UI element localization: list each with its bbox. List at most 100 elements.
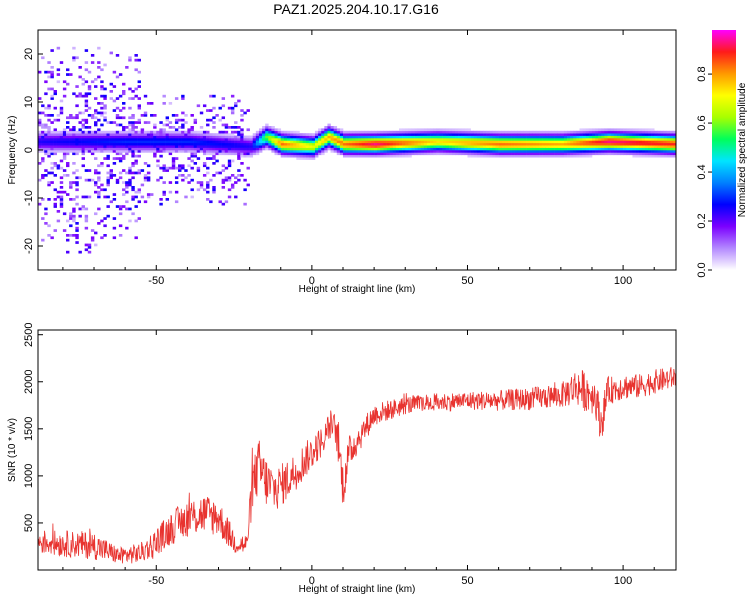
spectrogram-cell	[44, 130, 48, 134]
spectrogram-cell	[377, 150, 381, 153]
spectrogram-cell	[591, 140, 596, 144]
spectrogram-cell	[199, 145, 204, 148]
spectrogram-cell	[234, 104, 238, 108]
spectrogram-cell	[87, 133, 92, 136]
spectrogram-cell	[109, 145, 113, 148]
spectrogram-cell	[539, 145, 543, 148]
spectrogram-cell	[118, 205, 123, 208]
spectrogram-cell	[221, 181, 226, 184]
spectrogram-cell	[94, 145, 98, 148]
spectrogram-cell	[439, 133, 443, 136]
spectrogram-cell	[128, 181, 132, 184]
spectrogram-cell	[290, 135, 294, 139]
spectrogram-cell	[445, 147, 450, 151]
spectrogram-cell	[69, 217, 73, 220]
spectrogram-cell	[78, 150, 82, 153]
spectrogram-cell	[131, 154, 135, 158]
spectrogram-cell	[97, 147, 101, 151]
spectrogram-cell	[336, 142, 341, 146]
spectrogram-cell	[470, 130, 475, 134]
spectrogram-cell	[159, 140, 163, 144]
spectrogram-cell	[532, 150, 537, 153]
spectrogram-cell	[227, 106, 232, 110]
spectrogram-cell	[632, 128, 636, 132]
spectrogram-cell	[582, 128, 587, 132]
spectrogram-cell	[50, 142, 54, 146]
spectrogram-cell	[349, 154, 353, 158]
snr-series-line	[37, 367, 677, 564]
spectrogram-cell	[607, 142, 611, 146]
spectrogram-cell	[324, 133, 328, 136]
spectrogram-cell	[100, 140, 104, 144]
spectrogram-cell	[666, 138, 671, 141]
spectrogram-cell	[62, 174, 67, 177]
spectrogram-cell	[258, 130, 263, 134]
spectrogram-cell	[377, 152, 381, 156]
spectrogram-cell	[94, 85, 98, 88]
spectrogram-cell	[106, 171, 110, 175]
spectrogram-cell	[669, 138, 674, 141]
spectrogram-cell	[660, 138, 664, 141]
spectrogram-cell	[321, 152, 325, 156]
spectrogram-cell	[209, 200, 213, 204]
spectrogram-cell	[150, 147, 154, 151]
spectrogram-cell	[623, 147, 627, 151]
spectrogram-cell	[81, 94, 85, 98]
spectrogram-cell	[321, 147, 325, 151]
spectrogram-cell	[283, 152, 288, 156]
spectrogram-cell	[128, 87, 132, 91]
spectrogram-cell	[187, 147, 191, 151]
spectrogram-cell	[483, 154, 487, 158]
spectrogram-cell	[395, 138, 400, 141]
spectrogram-cell	[402, 154, 406, 158]
spectrogram-cell	[364, 147, 369, 151]
spectrogram-cell	[134, 133, 138, 136]
spectrogram-cell	[591, 135, 596, 139]
spectrogram-cell	[209, 178, 213, 182]
spectrogram-cell	[168, 138, 173, 141]
spectrogram-cell	[115, 138, 120, 141]
spectrogram-cell	[504, 147, 509, 151]
spectrogram-cell	[209, 150, 213, 153]
spectrogram-cell	[601, 152, 605, 156]
spectrogram-cell	[196, 147, 201, 151]
spectrogram-cell	[402, 140, 406, 144]
spectrogram-cell	[402, 130, 406, 134]
spectrogram-cell	[243, 154, 247, 158]
spectrogram-cell	[299, 145, 303, 148]
spectrogram-cell	[168, 135, 173, 139]
spectrogram-cell	[402, 142, 406, 146]
spectrogram-cell	[109, 130, 113, 134]
spectrogram-cell	[296, 140, 300, 144]
spectrogram-cell	[84, 147, 89, 151]
spectrogram-cell	[75, 85, 79, 88]
spectrogram-cell	[467, 150, 471, 153]
spectrogram-cell	[249, 150, 254, 153]
spectrogram-cell	[125, 186, 129, 189]
spectrogram-cell	[184, 133, 188, 136]
spectrogram-cell	[305, 157, 310, 160]
spectrogram-cell	[128, 133, 132, 136]
spectrogram-cell	[336, 138, 341, 141]
spectrogram-cell	[234, 152, 238, 156]
spectrogram-cell	[118, 94, 123, 98]
spectrogram-cell	[171, 164, 176, 168]
spectrogram-cell	[535, 133, 540, 136]
spectrogram-cell	[171, 142, 176, 146]
spectrogram-cell	[103, 130, 107, 134]
spectrogram-cell	[399, 152, 403, 156]
spectrogram-cell	[162, 138, 166, 141]
spectrogram-cell	[109, 150, 113, 153]
spectrogram-cell	[364, 135, 369, 139]
spectrogram-cell	[165, 135, 170, 139]
y-tick-label: 20	[23, 48, 35, 60]
spectrogram-cell	[140, 133, 145, 136]
spectrogram-cell	[321, 142, 325, 146]
spectrogram-cell	[448, 128, 453, 132]
spectrogram-cell	[492, 154, 496, 158]
spectrogram-cell	[143, 147, 148, 151]
spectrogram-cell	[106, 164, 110, 168]
spectrogram-cell	[585, 128, 590, 132]
spectrogram-cell	[112, 193, 117, 196]
spectrogram-cell	[663, 150, 667, 153]
